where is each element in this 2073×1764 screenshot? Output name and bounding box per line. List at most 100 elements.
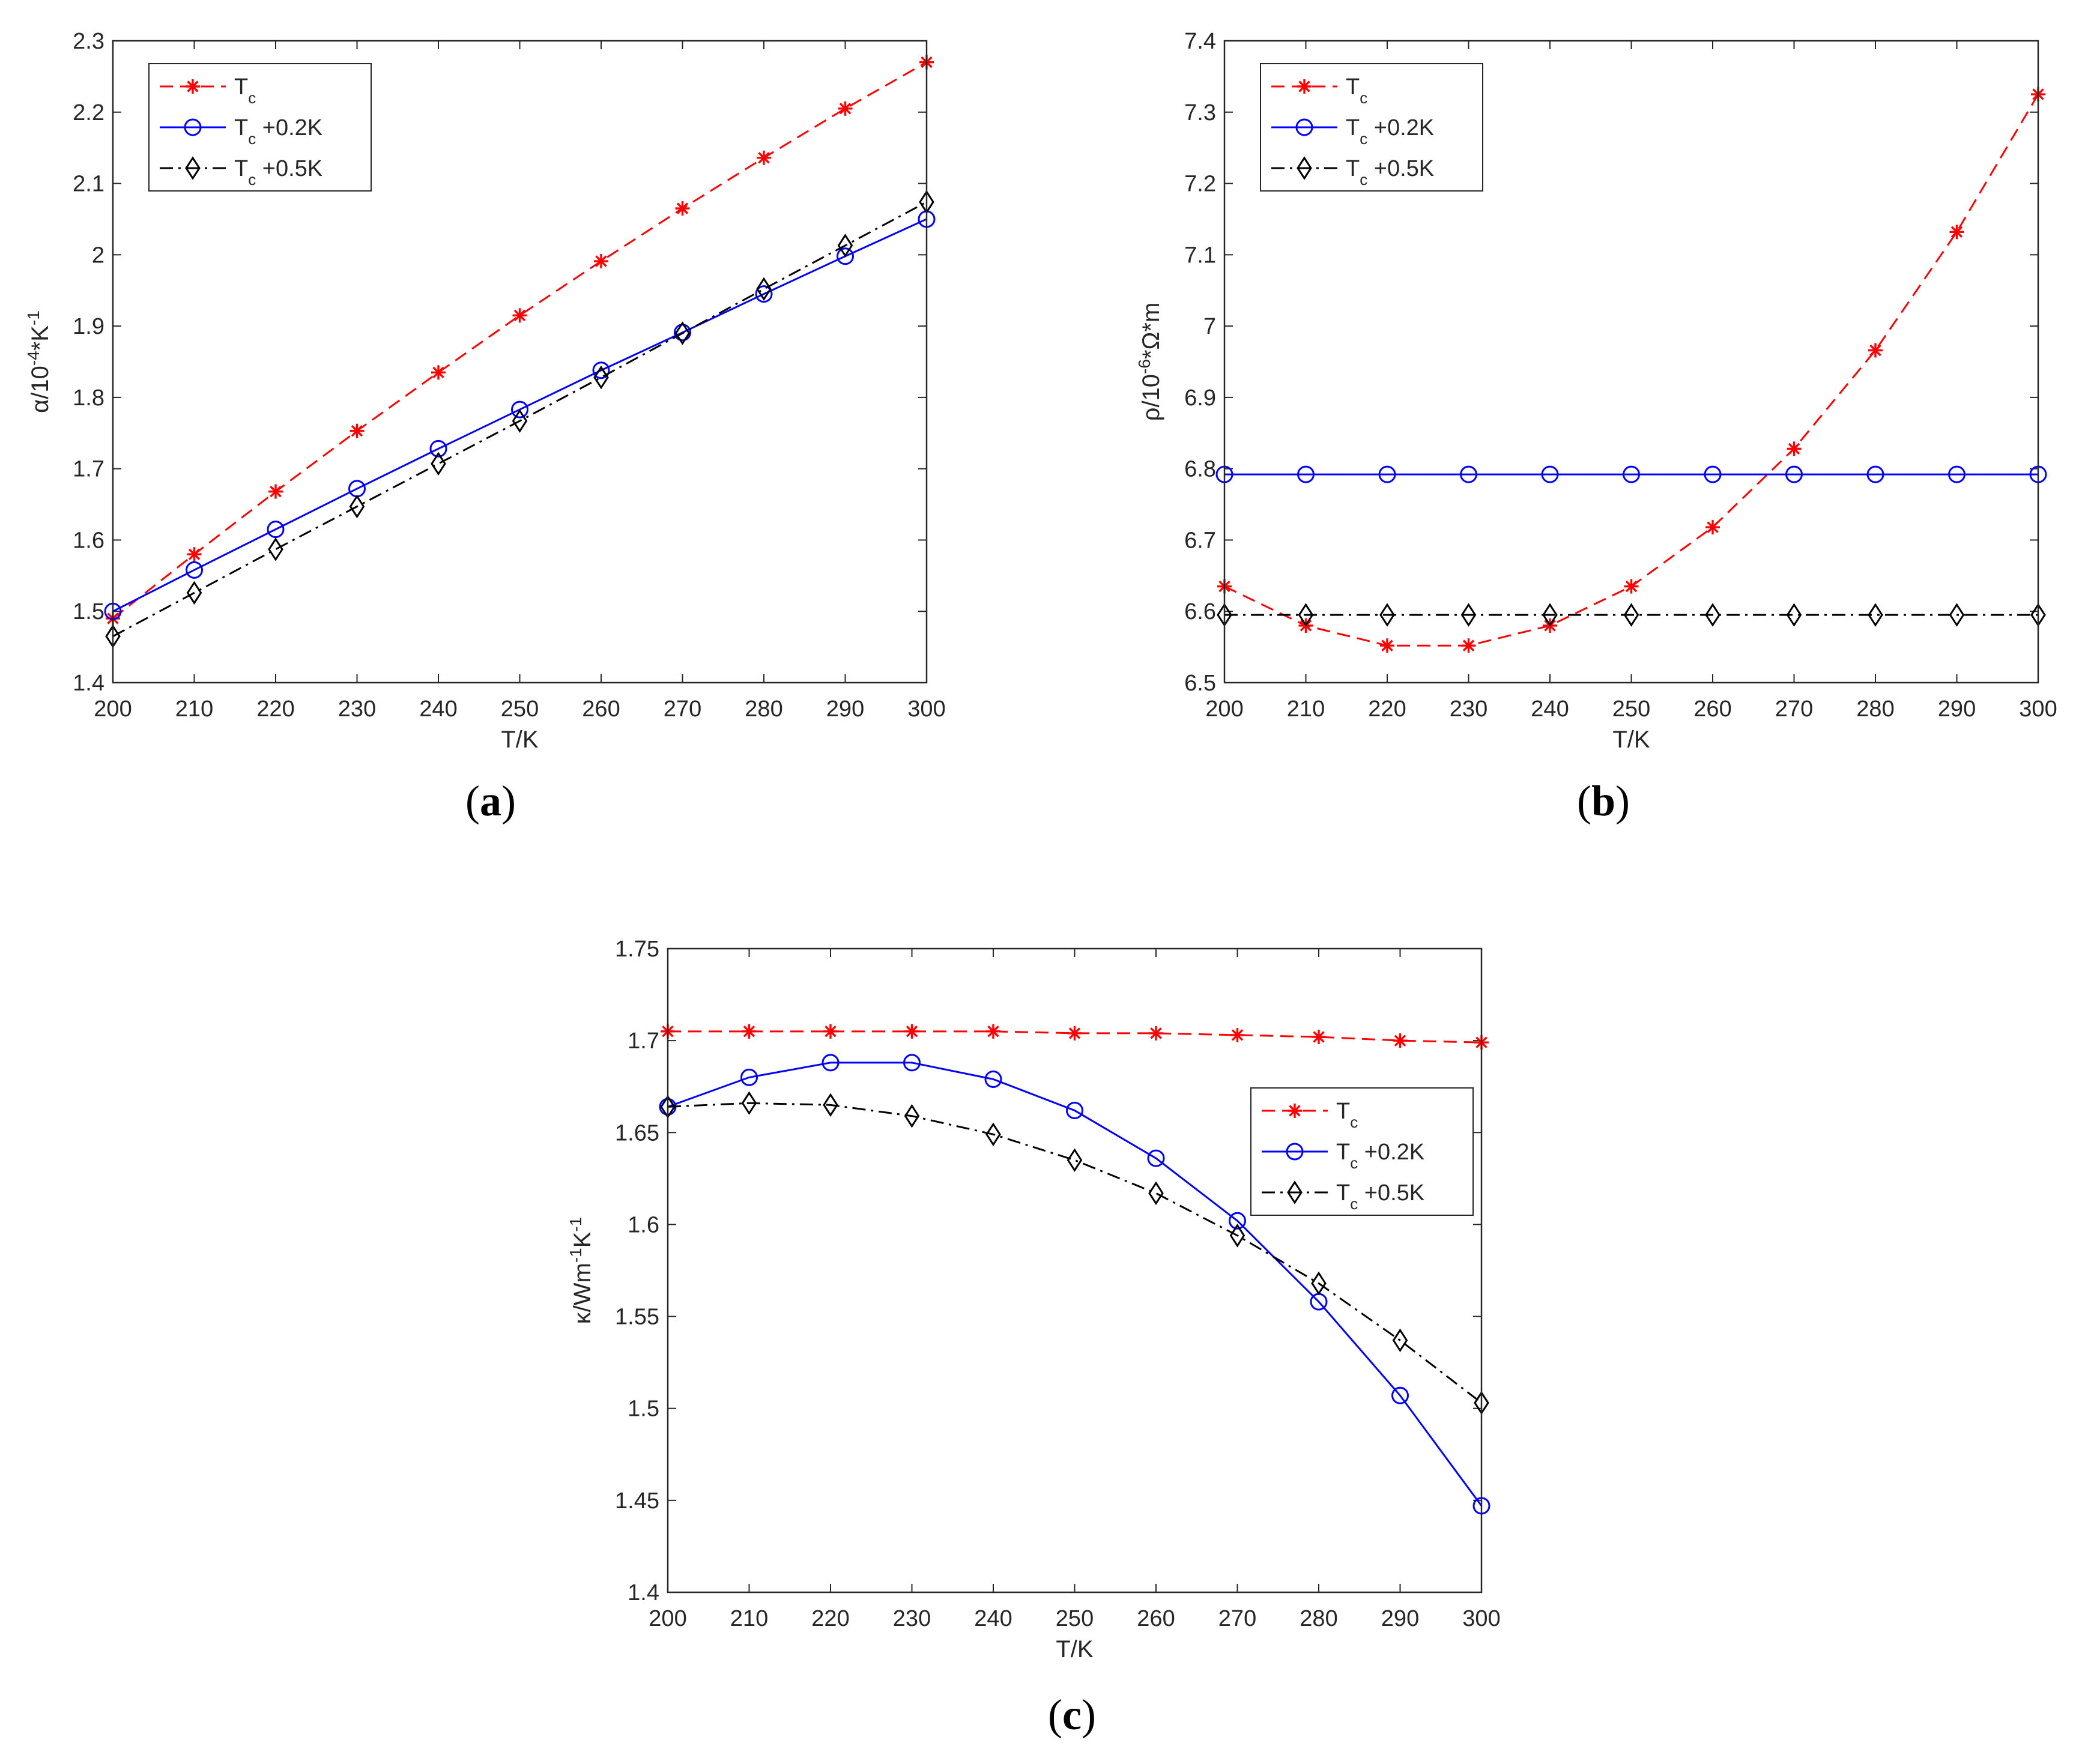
data-point xyxy=(1230,1027,1245,1042)
series-line xyxy=(667,1102,1482,1404)
data-point xyxy=(822,1054,840,1072)
x-axis-label: T/K xyxy=(1612,726,1650,753)
data-point xyxy=(755,285,773,303)
data-point xyxy=(1787,441,1802,456)
legend: Tc Tc +0.2K Tc +0.5K xyxy=(1260,63,1483,192)
x-tick-label: 270 xyxy=(1775,696,1813,722)
x-axis-label: T/K xyxy=(501,726,539,753)
y-tick-label: 7 xyxy=(1203,314,1216,339)
x-tick-label: 220 xyxy=(256,696,294,722)
series-0 xyxy=(106,55,934,626)
data-point xyxy=(675,201,690,216)
x-tick-label: 250 xyxy=(501,696,539,722)
y-axis-label: ρ/10-6*Ω*m xyxy=(1135,303,1165,421)
x-tick-label: 220 xyxy=(811,1606,849,1631)
data-point xyxy=(1460,603,1477,627)
data-point xyxy=(1229,1212,1246,1230)
data-point xyxy=(1460,465,1477,483)
legend-label: Tc +0.2K xyxy=(234,115,322,148)
legend-label: Tc xyxy=(1346,74,1367,107)
x-tick-label: 280 xyxy=(1856,696,1894,722)
x-tick-label: 300 xyxy=(2019,696,2057,722)
x-tick-label: 210 xyxy=(175,696,213,722)
data-point xyxy=(1624,579,1639,594)
chart-a: 200 210 220 230 240 250 260 270 280 290 300 1.4 1.5 1… xyxy=(24,29,946,825)
data-point xyxy=(1461,638,1476,653)
series-line xyxy=(112,61,927,620)
data-point xyxy=(350,423,365,438)
data-point xyxy=(592,361,610,379)
legend-label: Tc +0.2K xyxy=(1336,1140,1424,1172)
x-tick-label: 250 xyxy=(1612,696,1650,722)
data-point xyxy=(1868,603,1883,627)
data-point xyxy=(349,494,365,519)
x-tick-label: 220 xyxy=(1368,696,1406,722)
legend-marker xyxy=(1295,118,1313,136)
legend-label: Tc +0.5K xyxy=(234,156,322,189)
data-point xyxy=(904,1024,919,1039)
y-tick-label: 2.1 xyxy=(73,172,104,197)
data-point xyxy=(431,365,446,380)
series-2 xyxy=(105,190,934,648)
data-point xyxy=(267,521,285,539)
caption: (c) xyxy=(1048,1691,1096,1739)
y-tick-label: 7.2 xyxy=(1184,172,1216,197)
data-point xyxy=(1066,1102,1083,1120)
data-point xyxy=(741,1091,757,1116)
data-point xyxy=(986,1024,1000,1039)
y-tick-label: 1.45 xyxy=(615,1488,659,1514)
series-1 xyxy=(1215,465,2047,483)
y-tick-label: 6.7 xyxy=(1184,528,1216,553)
data-point xyxy=(1067,1148,1083,1172)
data-point xyxy=(1704,465,1722,483)
data-point xyxy=(1949,603,1965,627)
legend-label: Tc +0.5K xyxy=(1336,1180,1424,1213)
data-point xyxy=(740,1068,758,1086)
x-tick-label: 240 xyxy=(1531,696,1569,722)
data-point xyxy=(187,547,202,562)
legend-label: Tc +0.2K xyxy=(1346,115,1434,148)
data-point xyxy=(1541,465,1559,483)
y-axis-label: α/10-4*K-1 xyxy=(24,310,54,413)
x-tick-label: 230 xyxy=(338,696,376,722)
axes-box xyxy=(667,947,1483,1593)
y-tick-label: 1.7 xyxy=(628,1028,659,1054)
x-tick-label: 270 xyxy=(664,696,701,722)
y-tick-label: 1.65 xyxy=(615,1120,659,1146)
legend-marker xyxy=(1286,1143,1304,1161)
data-point xyxy=(837,247,854,265)
data-point xyxy=(511,400,528,418)
x-tick-label: 240 xyxy=(974,1606,1012,1631)
data-point xyxy=(1229,1224,1245,1248)
series-line xyxy=(667,1062,1483,1506)
data-point xyxy=(1786,603,1802,627)
data-point xyxy=(1392,1328,1408,1353)
plot-area xyxy=(668,949,1481,1592)
x-tick-label: 300 xyxy=(1462,1606,1500,1631)
y-tick-label: 6.6 xyxy=(1184,599,1216,624)
x-tick-label: 200 xyxy=(1205,696,1243,722)
caption: (b) xyxy=(1577,777,1630,825)
legend: Tc Tc +0.2K Tc +0.5K xyxy=(1250,1087,1474,1216)
data-point xyxy=(1623,465,1640,483)
x-axis-label: T/K xyxy=(1056,1636,1094,1663)
y-tick-label: 1.9 xyxy=(73,314,104,339)
legend-marker xyxy=(184,118,202,136)
data-point xyxy=(985,1122,1001,1147)
data-point xyxy=(674,324,691,342)
data-point xyxy=(429,439,447,458)
data-point xyxy=(757,150,771,165)
data-point xyxy=(1623,603,1639,627)
data-point xyxy=(594,254,608,269)
x-tick-label: 230 xyxy=(1450,696,1487,722)
data-point xyxy=(1378,465,1396,483)
series-line xyxy=(668,1030,1482,1044)
x-tick-label: 280 xyxy=(1300,1606,1337,1631)
data-point xyxy=(512,308,527,323)
y-tick-label: 1.5 xyxy=(73,599,104,624)
x-tick-label: 250 xyxy=(1056,1606,1094,1631)
y-tick-label: 2.3 xyxy=(73,29,104,54)
y-tick-label: 1.8 xyxy=(73,385,104,411)
legend-marker xyxy=(185,156,201,180)
